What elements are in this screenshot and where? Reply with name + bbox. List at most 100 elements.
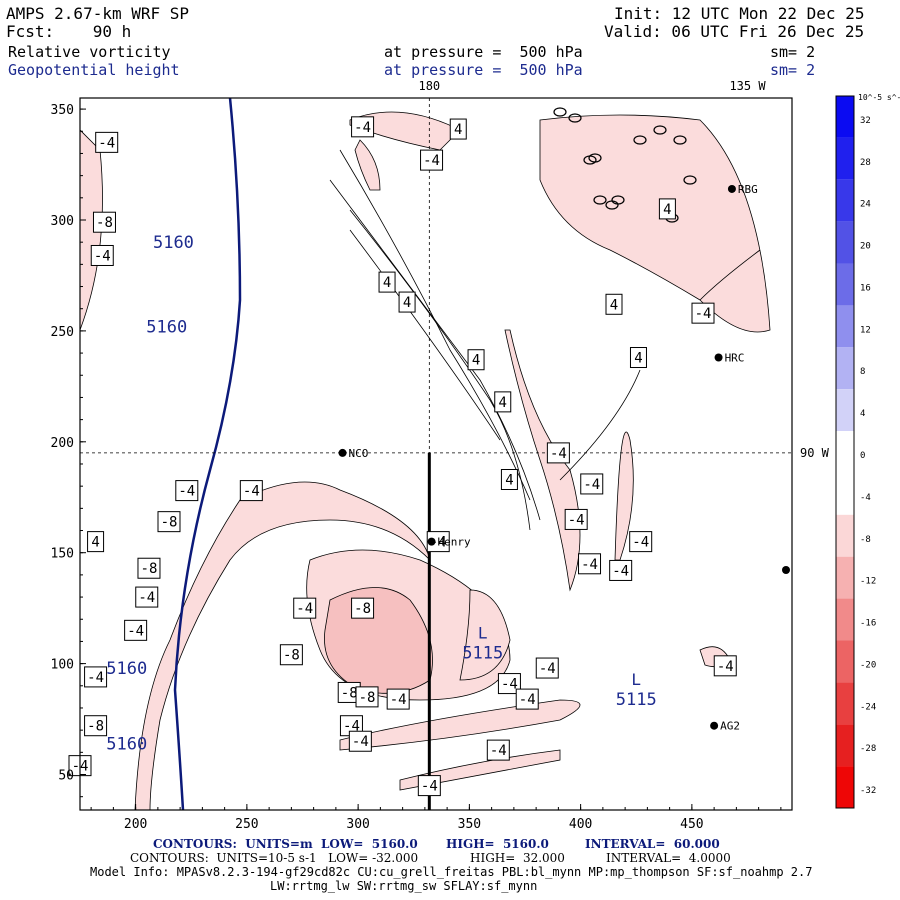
height-contour-label: 5160	[106, 734, 147, 754]
vorticity-contour-label: 4	[449, 118, 467, 140]
vorticity-contour-label: -8	[279, 644, 303, 666]
label-box	[348, 730, 372, 752]
vorticity-contour-label: -4	[90, 244, 114, 266]
label-box	[535, 657, 559, 679]
colorbar-tick-label: 8	[860, 367, 865, 377]
valid-time: Valid: 06 UTC Fri 26 Dec 25	[604, 22, 865, 41]
label-box	[351, 116, 375, 138]
label-box	[157, 511, 181, 533]
label-text: -4	[568, 512, 585, 528]
label-box	[494, 391, 512, 413]
vorticity-cell	[568, 113, 582, 123]
label-text: -4	[423, 153, 440, 169]
label-box	[124, 619, 148, 641]
vorticity-contour-label: -4	[417, 775, 441, 797]
colorbar-tick-label: 28	[860, 158, 871, 168]
vorticity-contour-label: 4	[467, 349, 485, 371]
label-box	[351, 597, 375, 619]
vorticity-cell	[611, 195, 625, 205]
station-label: HRC	[725, 352, 745, 365]
vorticity-contour-label: -8	[351, 597, 375, 619]
colorbar-tick-label: 12	[860, 325, 871, 335]
contour-lines	[173, 98, 761, 810]
label-box	[398, 291, 416, 313]
label-text: -4	[296, 601, 313, 617]
label-box	[515, 688, 539, 710]
lat-lon-grid: 180 135 W 90 W	[80, 79, 830, 810]
init-time: Init: 12 UTC Mon 22 Dec 25	[614, 4, 865, 23]
label-text: -8	[161, 515, 178, 531]
longitude-label: 180	[418, 79, 440, 93]
colorbar-tick-label: 20	[860, 242, 871, 252]
positive-contour	[349, 209, 531, 531]
vorticity-contour-label: -4	[348, 730, 372, 752]
vorticity-contour-label: 4	[629, 347, 647, 369]
vorticity-contour-label: -4	[239, 480, 263, 502]
vorticity-contour-label: 4	[87, 531, 105, 553]
label-box	[578, 553, 602, 575]
colorbar-tick-label: 24	[860, 200, 871, 210]
colorbar-segment	[836, 96, 854, 138]
vorticity-contour-label: -8	[157, 511, 181, 533]
model-info: Model Info: MPASv8.2.3-194-gf29cd82c CU:…	[90, 865, 813, 879]
vorticity-region	[354, 139, 381, 191]
height-contour-5160	[173, 98, 242, 810]
label-text: -4	[632, 535, 649, 551]
model-info-physics: LW:rrtmg_lw SW:rrtmg_sw SFLAY:sf_mynn	[270, 879, 538, 893]
colorbar-segment	[836, 221, 854, 264]
vorticity-contour-label: -8	[137, 557, 161, 579]
label-box	[449, 118, 467, 140]
vorticity-contour-label: -4	[691, 302, 715, 324]
label-box	[239, 480, 263, 502]
vorticity-contour-label: -4	[420, 149, 444, 171]
vorticity-contour-label: -4	[629, 531, 653, 553]
label-box	[420, 149, 444, 171]
positive-contour	[329, 179, 541, 521]
contours-vort-label: CONTOURS: UNITS=10-5 s-1 LOW= -32.000	[130, 851, 419, 865]
y-tick-label: 250	[51, 325, 74, 340]
colorbar-segment	[836, 137, 854, 180]
colorbar-tick-label: 16	[860, 283, 871, 293]
label-box	[497, 673, 521, 695]
vorticity-cell	[553, 107, 567, 117]
label-box	[378, 271, 396, 293]
colorbar-tick-label: -28	[860, 744, 876, 754]
colorbar-frame	[835, 95, 855, 809]
vorticity-region	[614, 431, 634, 561]
colorbar-segment	[836, 472, 854, 515]
longitude-label: 135 W	[729, 79, 766, 93]
x-tick-label: 250	[235, 817, 258, 832]
label-text: 4	[383, 275, 391, 291]
colorbar-segment	[836, 263, 854, 306]
label-text: -4	[127, 623, 144, 639]
station-dot	[714, 353, 723, 362]
field1-level: at pressure = 500 hPa	[384, 43, 583, 61]
label-text: 4	[454, 122, 462, 138]
colorbar-segment	[836, 179, 854, 222]
vorticity-contour-label: 4	[658, 198, 676, 220]
colorbar-tick-label: 0	[860, 451, 865, 461]
colorbar-tick-label: 32	[860, 116, 871, 126]
vorticity-region	[459, 589, 511, 681]
vorticity-contour-label: -4	[135, 586, 159, 608]
vorticity-contour-label: -4	[546, 442, 570, 464]
label-box	[90, 244, 114, 266]
station-label: AG2	[720, 720, 740, 733]
label-text: -8	[341, 685, 358, 701]
label-box	[486, 739, 510, 761]
y-tick-label: 200	[51, 436, 74, 451]
label-text: -8	[87, 719, 104, 735]
label-box	[713, 655, 737, 677]
label-box	[564, 508, 588, 530]
x-tick-label: 350	[458, 817, 481, 832]
vorticity-contour-label: -4	[486, 739, 510, 761]
positive-contour	[349, 229, 501, 441]
station-label: NCO	[349, 447, 369, 460]
contours-height-interval: INTERVAL= 60.000	[585, 837, 720, 851]
label-box	[135, 586, 159, 608]
contours-height-high: HIGH= 5160.0	[446, 837, 549, 851]
label-text: -4	[490, 743, 507, 759]
field2-sm: sm= 2	[770, 61, 816, 79]
label-text: -4	[98, 135, 115, 151]
